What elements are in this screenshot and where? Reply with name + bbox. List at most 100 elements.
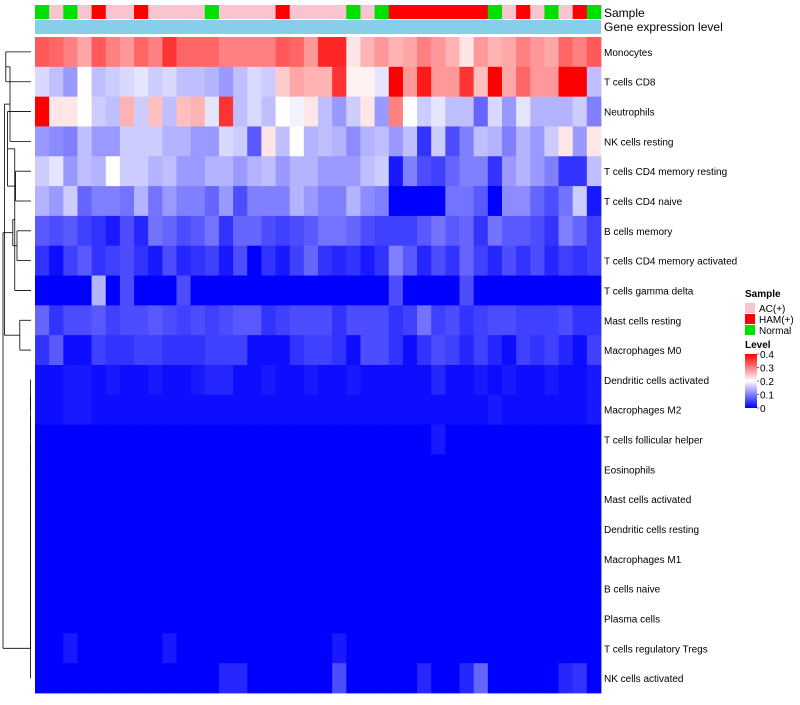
heatmap-cell bbox=[417, 514, 432, 545]
heatmap-cell bbox=[332, 394, 347, 426]
heatmap-cell bbox=[176, 394, 192, 426]
heatmap-cell bbox=[473, 663, 489, 694]
heatmap-cell bbox=[402, 543, 418, 575]
heatmap-cell bbox=[176, 454, 192, 485]
heatmap-cell bbox=[402, 66, 418, 98]
heatmap-cell bbox=[134, 66, 149, 98]
heatmap-cell bbox=[459, 126, 475, 157]
heatmap-cell bbox=[91, 424, 107, 455]
row-label: Dendritic cells activated bbox=[604, 376, 709, 387]
sample-cell bbox=[49, 5, 64, 19]
heatmap-cell bbox=[445, 186, 460, 217]
heatmap-cell bbox=[176, 126, 192, 157]
sample-cell bbox=[445, 5, 460, 19]
heatmap-cell bbox=[402, 305, 418, 336]
heatmap-cell bbox=[63, 633, 78, 664]
level-tick-label: 0 bbox=[760, 404, 766, 415]
heatmap-cell bbox=[530, 394, 545, 426]
heatmap-cell bbox=[445, 305, 460, 336]
heatmap-cell bbox=[261, 543, 276, 575]
heatmap-cell bbox=[544, 305, 559, 336]
heatmap-cell bbox=[119, 394, 135, 426]
heatmap-cell bbox=[261, 305, 276, 336]
heatmap-cell bbox=[134, 394, 149, 426]
heatmap-cell bbox=[105, 275, 121, 306]
sample-cell bbox=[431, 5, 446, 19]
heatmap-cell bbox=[332, 275, 347, 306]
heatmap-cell bbox=[459, 454, 475, 485]
row-label: T cells regulatory Tregs bbox=[604, 644, 708, 655]
heatmap-cell bbox=[318, 454, 333, 485]
heatmap-cell bbox=[388, 96, 404, 127]
sample-cell bbox=[176, 5, 191, 19]
heatmap-cell bbox=[530, 156, 545, 187]
heatmap-cell bbox=[63, 424, 78, 455]
heatmap-cell bbox=[247, 186, 262, 217]
heatmap-cell bbox=[119, 37, 135, 68]
heatmap-cell bbox=[247, 305, 262, 336]
heatmap-cell bbox=[473, 365, 489, 396]
heatmap-cell bbox=[91, 156, 107, 187]
heatmap-cell bbox=[134, 454, 149, 485]
heatmap-cell bbox=[261, 245, 276, 276]
heatmap-cell bbox=[218, 424, 234, 455]
heatmap-cell bbox=[233, 394, 248, 426]
row-label: Plasma cells bbox=[604, 614, 660, 625]
heatmap-cell bbox=[445, 484, 460, 515]
heatmap-cell bbox=[586, 215, 602, 247]
sample-cell bbox=[303, 5, 319, 19]
heatmap-cell bbox=[289, 66, 305, 98]
row-labels: Monocytes T cells CD8 Neutrophils NK cells … bbox=[604, 48, 737, 685]
heatmap-cell bbox=[445, 66, 460, 98]
heatmap-cell bbox=[459, 365, 475, 396]
heatmap-cell bbox=[318, 663, 333, 694]
heatmap-cell bbox=[247, 96, 262, 127]
heatmap-cell bbox=[275, 245, 291, 276]
heatmap-cell bbox=[91, 305, 107, 336]
heatmap-cell bbox=[417, 305, 432, 336]
heatmap-cell bbox=[374, 603, 390, 634]
heatmap-cell bbox=[516, 424, 531, 455]
heatmap-cell bbox=[346, 126, 361, 157]
heatmap-cell bbox=[303, 484, 319, 515]
heatmap-cell bbox=[63, 37, 78, 68]
heatmap-cell bbox=[459, 424, 475, 455]
heatmap-cell bbox=[544, 156, 559, 187]
heatmap-cell bbox=[91, 663, 107, 694]
heatmap-cell bbox=[35, 305, 50, 336]
heatmap-cell bbox=[190, 394, 206, 426]
heatmap-cell bbox=[289, 186, 305, 217]
heatmap-cell bbox=[275, 275, 291, 306]
heatmap-cell bbox=[303, 335, 319, 366]
heatmap-cell bbox=[49, 633, 64, 664]
heatmap-cell bbox=[91, 245, 107, 276]
heatmap-cell bbox=[261, 603, 276, 634]
heatmap-cell bbox=[162, 245, 177, 276]
heatmap-cell bbox=[105, 543, 121, 575]
heatmap-cell bbox=[35, 275, 50, 306]
heatmap-cell bbox=[445, 96, 460, 127]
heatmap-cell bbox=[190, 305, 206, 336]
heatmap-cell bbox=[459, 215, 475, 247]
heatmap-cell bbox=[275, 66, 291, 98]
heatmap-cell bbox=[360, 215, 375, 247]
row-label: NK cells activated bbox=[604, 674, 683, 685]
heatmap-cell bbox=[218, 156, 234, 187]
heatmap-cell bbox=[544, 663, 559, 694]
heatmap-cell bbox=[261, 275, 276, 306]
sample-cell bbox=[487, 5, 503, 19]
heatmap-cell bbox=[544, 275, 559, 306]
heatmap-cell bbox=[501, 275, 517, 306]
heatmap-cell bbox=[431, 365, 446, 396]
heatmap-cell bbox=[91, 484, 107, 515]
heatmap-cell bbox=[134, 365, 149, 396]
heatmap-cell bbox=[289, 663, 305, 694]
heatmap-cell bbox=[247, 424, 262, 455]
heatmap-cell bbox=[35, 245, 50, 276]
heatmap-cell bbox=[586, 335, 602, 366]
heatmap-cell bbox=[63, 335, 78, 366]
heatmap-cell bbox=[572, 126, 588, 157]
heatmap-cell bbox=[516, 663, 531, 694]
heatmap-cell bbox=[91, 335, 107, 366]
heatmap-cell bbox=[77, 66, 92, 98]
